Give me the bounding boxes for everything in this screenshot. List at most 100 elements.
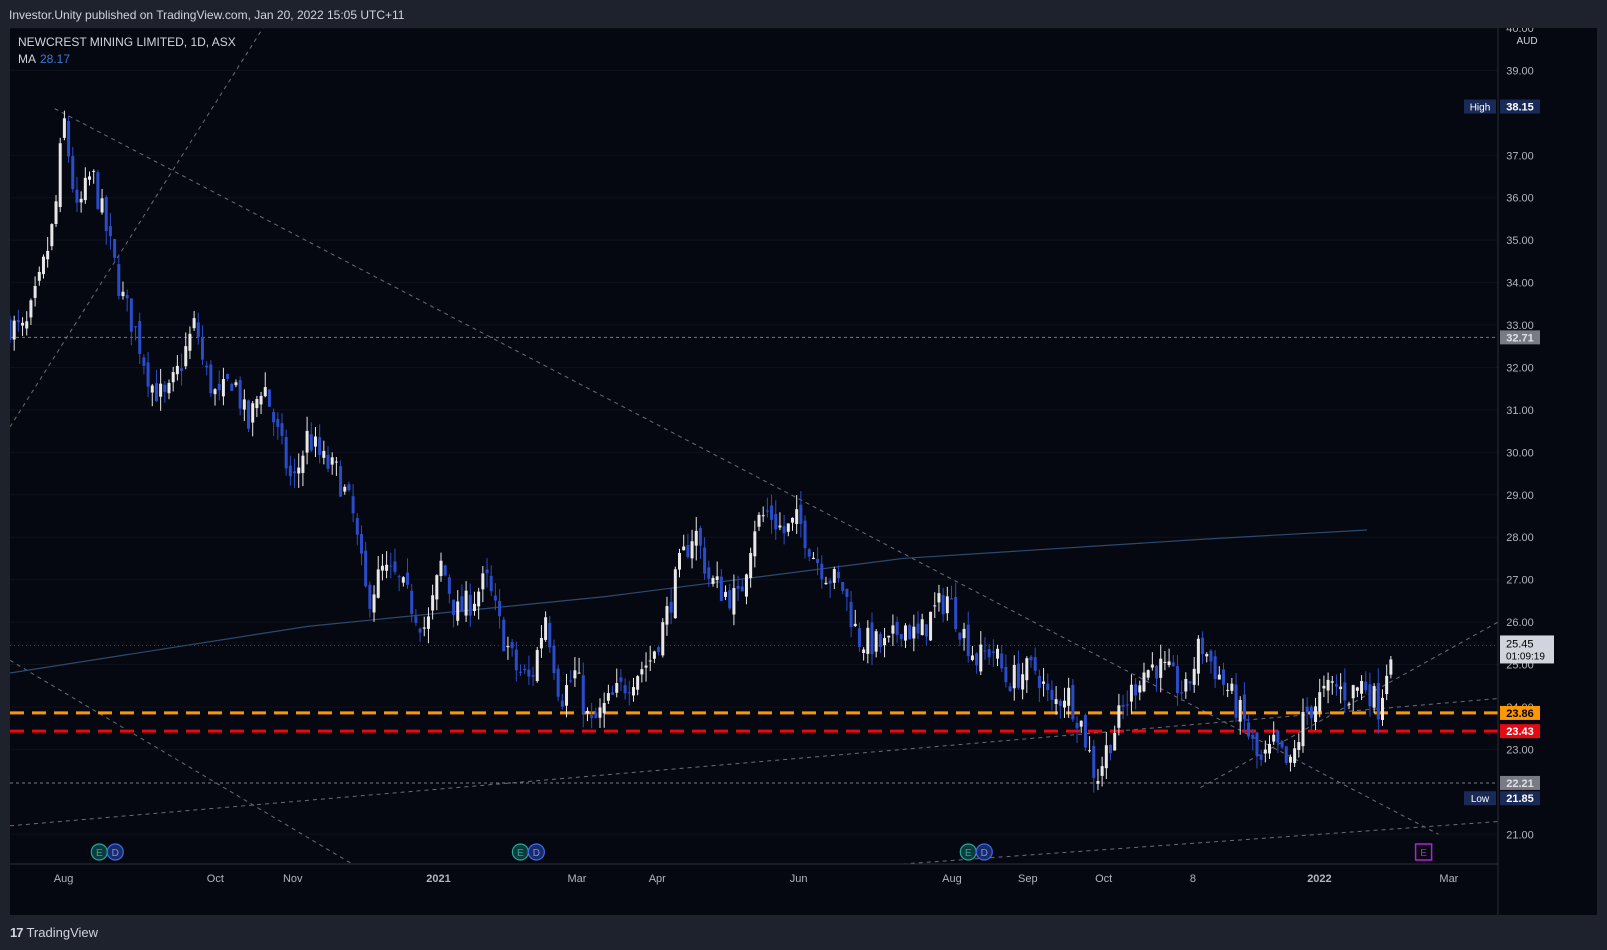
ma-value: 28.17 bbox=[40, 52, 71, 66]
candle-body bbox=[1385, 675, 1389, 695]
candle-body bbox=[1167, 661, 1171, 666]
candle-body bbox=[585, 710, 589, 714]
x-tick-label: 2021 bbox=[426, 873, 450, 885]
candle-body bbox=[100, 198, 104, 213]
candle-body bbox=[313, 436, 317, 447]
candle-body bbox=[67, 121, 71, 157]
candle-body bbox=[1280, 740, 1284, 748]
candle-body bbox=[966, 624, 970, 657]
candle-body bbox=[552, 645, 556, 674]
candle-body bbox=[359, 534, 363, 554]
trendline bbox=[902, 821, 1499, 865]
candle-body bbox=[163, 384, 167, 392]
candle-body bbox=[1380, 697, 1384, 720]
candle-body bbox=[1247, 722, 1251, 737]
candle-body bbox=[62, 118, 66, 138]
candle-body bbox=[795, 509, 799, 525]
candle-body bbox=[443, 565, 447, 576]
candle-body bbox=[1389, 659, 1393, 675]
x-tick-label: Aug bbox=[54, 873, 74, 885]
candle-body bbox=[832, 569, 836, 583]
y-tick-label: 26.00 bbox=[1506, 617, 1534, 629]
x-tick-label: Aug bbox=[942, 873, 962, 885]
ma-line bbox=[9, 529, 1368, 674]
ma-legend-row[interactable]: MA 28.17 bbox=[18, 51, 236, 68]
symbol-title[interactable]: NEWCREST MINING LIMITED, 1D, ASX bbox=[18, 35, 236, 49]
candle-body bbox=[895, 621, 899, 635]
candle-body bbox=[1255, 732, 1259, 756]
candle-body bbox=[744, 574, 748, 597]
candle-body bbox=[1004, 666, 1008, 683]
candle-body bbox=[1125, 704, 1129, 706]
candle-body bbox=[1042, 681, 1046, 684]
candle-body bbox=[234, 382, 238, 386]
candle-body bbox=[12, 320, 16, 340]
ma-label: MA bbox=[18, 52, 36, 66]
candle-body bbox=[1309, 706, 1313, 719]
candle-body bbox=[1209, 650, 1213, 662]
y-tick-label: 40.00 bbox=[1506, 28, 1534, 35]
candle-body bbox=[280, 423, 284, 436]
candle-body bbox=[1376, 683, 1380, 720]
candle-body bbox=[1364, 681, 1368, 691]
candle-body bbox=[673, 569, 677, 619]
candle-body bbox=[54, 201, 58, 225]
candle-body bbox=[728, 590, 732, 609]
candle-body bbox=[464, 590, 468, 616]
candle-body bbox=[539, 637, 543, 649]
level-badge bbox=[1500, 775, 1540, 790]
candle-body bbox=[690, 541, 694, 559]
candle-body bbox=[569, 680, 573, 682]
candle-body bbox=[351, 496, 355, 514]
candle-body bbox=[711, 578, 715, 584]
candle-body bbox=[749, 553, 753, 578]
candle-body bbox=[368, 584, 372, 609]
y-tick-label: 27.00 bbox=[1506, 575, 1534, 587]
event-marker-label: D bbox=[533, 848, 540, 859]
candle-body bbox=[962, 628, 966, 639]
candle-body bbox=[1075, 722, 1079, 729]
candle-body bbox=[598, 707, 602, 718]
candle-body bbox=[1083, 714, 1087, 748]
price-chart[interactable]: 40.00 39.00 37.00 36.00 35.00 34.00 33.00 32.00… bbox=[8, 23, 1597, 915]
candle-body bbox=[908, 625, 912, 640]
candle-body bbox=[1205, 654, 1209, 657]
candle-body bbox=[83, 177, 87, 201]
candle-body bbox=[594, 712, 598, 718]
candle-body bbox=[1343, 682, 1347, 701]
candle-body bbox=[732, 588, 736, 615]
candle-body bbox=[113, 238, 117, 258]
candle-body bbox=[694, 530, 698, 546]
candle-body bbox=[1025, 658, 1029, 681]
brand-label: TradingView bbox=[26, 925, 99, 940]
candle-body bbox=[761, 515, 765, 517]
candle-body bbox=[410, 590, 414, 615]
x-tick-label: 2022 bbox=[1307, 873, 1331, 885]
high-label-text: High bbox=[1470, 103, 1491, 114]
chart-legend: NEWCREST MINING LIMITED, 1D, ASX MA 28.17 bbox=[18, 34, 236, 68]
level-badge-label: 32.71 bbox=[1506, 332, 1534, 344]
candle-body bbox=[493, 595, 497, 601]
candle-body bbox=[37, 271, 41, 281]
candle-body bbox=[171, 372, 175, 383]
candle-body bbox=[1159, 658, 1163, 678]
candle-body bbox=[435, 575, 439, 600]
candle-body bbox=[255, 399, 259, 409]
chart-area[interactable]: 40.00 39.00 37.00 36.00 35.00 34.00 33.00 32.00… bbox=[8, 23, 1597, 915]
candle-body bbox=[878, 634, 882, 648]
x-tick-label: 8 bbox=[1190, 873, 1196, 885]
candle-body bbox=[724, 591, 728, 597]
candle-body bbox=[477, 591, 481, 607]
candle-body bbox=[393, 561, 397, 572]
candle-body bbox=[1217, 674, 1221, 680]
candle-body bbox=[765, 510, 769, 512]
low-label-badge bbox=[1464, 791, 1496, 806]
candle-body bbox=[1000, 653, 1004, 669]
candle-body bbox=[1360, 680, 1364, 694]
candle-body bbox=[958, 632, 962, 640]
candle-body bbox=[460, 596, 464, 612]
candle-body bbox=[200, 336, 204, 360]
tradingview-logo[interactable]: 17 TradingView bbox=[10, 925, 98, 940]
candle-body bbox=[535, 650, 539, 682]
candle-body bbox=[883, 637, 887, 646]
